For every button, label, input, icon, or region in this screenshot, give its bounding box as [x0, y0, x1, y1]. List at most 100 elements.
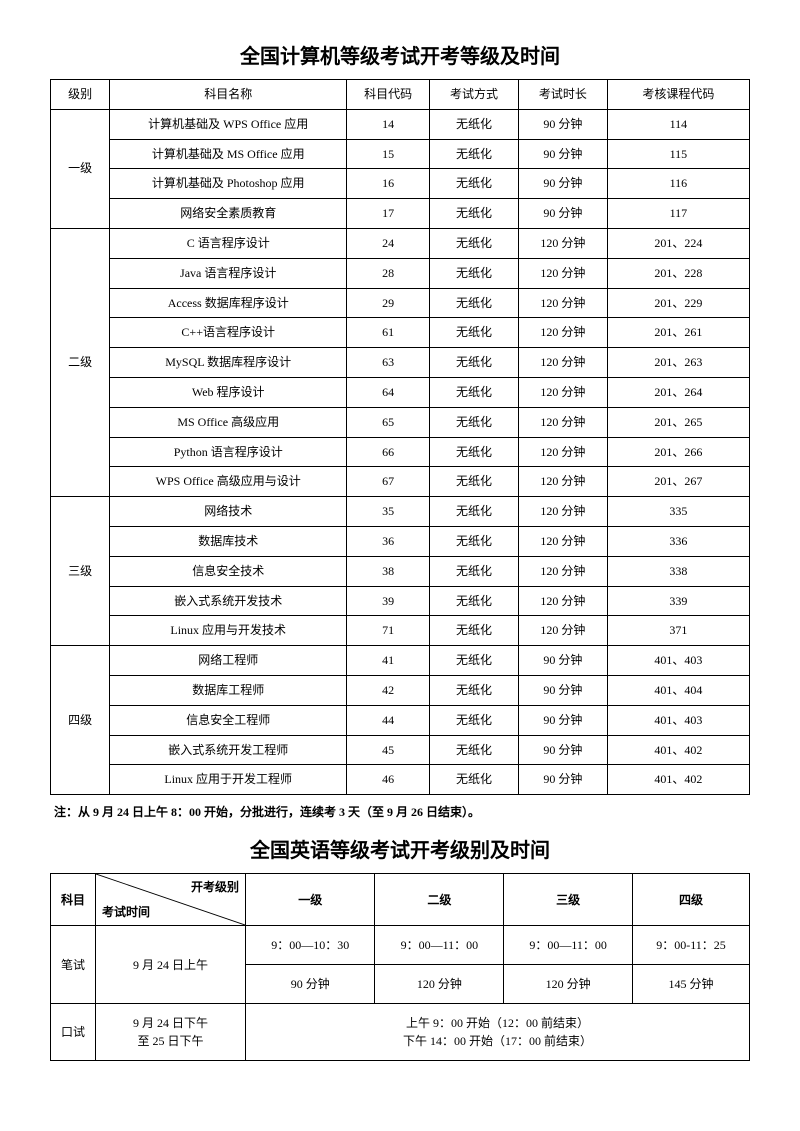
cell-mode: 无纸化	[430, 407, 519, 437]
cell-code: 39	[347, 586, 430, 616]
table-row: Linux 应用与开发技术71无纸化120 分钟371	[51, 616, 750, 646]
table-row: 数据库技术36无纸化120 分钟336	[51, 526, 750, 556]
eng-oral-schedule: 上午 9：00 开始（12：00 前结束） 下午 14：00 开始（17：00 …	[246, 1004, 750, 1061]
cell-course: 114	[607, 109, 749, 139]
cell-course: 401、403	[607, 646, 749, 676]
cell-course: 117	[607, 199, 749, 229]
header-mode: 考试方式	[430, 80, 519, 110]
level-cell: 四级	[51, 646, 110, 795]
cell-course: 201、228	[607, 258, 749, 288]
cell-mode: 无纸化	[430, 497, 519, 527]
table-row: 四级网络工程师41无纸化90 分钟401、403	[51, 646, 750, 676]
table-row: 三级网络技术35无纸化120 分钟335	[51, 497, 750, 527]
cell-course: 201、263	[607, 348, 749, 378]
eng-written-time-2: 9：00—11：00	[375, 926, 504, 965]
cell-name: Linux 应用与开发技术	[110, 616, 347, 646]
cell-course: 201、224	[607, 228, 749, 258]
header-course: 考核课程代码	[607, 80, 749, 110]
header-duration: 考试时长	[518, 80, 607, 110]
cell-name: 嵌入式系统开发技术	[110, 586, 347, 616]
cell-dur: 120 分钟	[518, 377, 607, 407]
footnote: 注：从 9 月 24 日上午 8：00 开始，分批进行，连续考 3 天（至 9 …	[54, 803, 750, 820]
cell-mode: 无纸化	[430, 646, 519, 676]
eng-written-time-4: 9：00-11：25	[633, 926, 750, 965]
eng-level-4: 四级	[633, 874, 750, 926]
cell-dur: 120 分钟	[518, 288, 607, 318]
cell-code: 64	[347, 377, 430, 407]
cell-name: Java 语言程序设计	[110, 258, 347, 288]
cell-name: Python 语言程序设计	[110, 437, 347, 467]
header-level: 级别	[51, 80, 110, 110]
cell-name: 网络工程师	[110, 646, 347, 676]
cell-code: 67	[347, 467, 430, 497]
cell-mode: 无纸化	[430, 526, 519, 556]
eng-written-time-3: 9：00—11：00	[504, 926, 633, 965]
cell-code: 41	[347, 646, 430, 676]
cell-dur: 120 分钟	[518, 348, 607, 378]
eng-written-dur-1: 90 分钟	[246, 965, 375, 1004]
cell-code: 71	[347, 616, 430, 646]
cell-course: 116	[607, 169, 749, 199]
eng-written-label: 笔试	[51, 926, 96, 1004]
cell-name: Access 数据库程序设计	[110, 288, 347, 318]
level-cell: 三级	[51, 497, 110, 646]
cell-course: 401、403	[607, 705, 749, 735]
table-row: Access 数据库程序设计29无纸化120 分钟201、229	[51, 288, 750, 318]
cell-name: C 语言程序设计	[110, 228, 347, 258]
cell-dur: 90 分钟	[518, 675, 607, 705]
cell-dur: 120 分钟	[518, 526, 607, 556]
cell-name: C++语言程序设计	[110, 318, 347, 348]
cell-code: 24	[347, 228, 430, 258]
cell-dur: 90 分钟	[518, 199, 607, 229]
cell-code: 44	[347, 705, 430, 735]
eng-written-dur-3: 120 分钟	[504, 965, 633, 1004]
cell-course: 339	[607, 586, 749, 616]
table-row: Linux 应用于开发工程师46无纸化90 分钟401、402	[51, 765, 750, 795]
eng-level-1: 一级	[246, 874, 375, 926]
cell-dur: 120 分钟	[518, 497, 607, 527]
cell-name: 网络安全素质教育	[110, 199, 347, 229]
level-cell: 一级	[51, 109, 110, 228]
cell-code: 46	[347, 765, 430, 795]
table-row: Python 语言程序设计66无纸化120 分钟201、266	[51, 437, 750, 467]
table-row: MySQL 数据库程序设计63无纸化120 分钟201、263	[51, 348, 750, 378]
cell-dur: 120 分钟	[518, 228, 607, 258]
table-row: 信息安全技术38无纸化120 分钟338	[51, 556, 750, 586]
cell-course: 371	[607, 616, 749, 646]
cell-course: 115	[607, 139, 749, 169]
cell-course: 201、261	[607, 318, 749, 348]
cell-name: 计算机基础及 MS Office 应用	[110, 139, 347, 169]
cell-course: 201、267	[607, 467, 749, 497]
eng-header-row: 科目 开考级别 考试时间 一级 二级 三级 四级	[51, 874, 750, 926]
cell-code: 29	[347, 288, 430, 318]
table-row: C++语言程序设计61无纸化120 分钟201、261	[51, 318, 750, 348]
cell-dur: 90 分钟	[518, 109, 607, 139]
cell-code: 61	[347, 318, 430, 348]
eng-written-dur-2: 120 分钟	[375, 965, 504, 1004]
eng-written-dur-4: 145 分钟	[633, 965, 750, 1004]
title-english-exam: 全国英语等级考试开考级别及时间	[50, 834, 750, 863]
cell-dur: 120 分钟	[518, 616, 607, 646]
cell-course: 201、264	[607, 377, 749, 407]
table-row: 计算机基础及 MS Office 应用15无纸化90 分钟115	[51, 139, 750, 169]
cell-name: Web 程序设计	[110, 377, 347, 407]
table-row: 数据库工程师42无纸化90 分钟401、404	[51, 675, 750, 705]
cell-name: Linux 应用于开发工程师	[110, 765, 347, 795]
cell-course: 336	[607, 526, 749, 556]
table-row: 计算机基础及 Photoshop 应用16无纸化90 分钟116	[51, 169, 750, 199]
cell-course: 201、265	[607, 407, 749, 437]
cell-mode: 无纸化	[430, 169, 519, 199]
cell-mode: 无纸化	[430, 586, 519, 616]
cell-dur: 90 分钟	[518, 169, 607, 199]
cell-mode: 无纸化	[430, 765, 519, 795]
table-header-row: 级别 科目名称 科目代码 考试方式 考试时长 考核课程代码	[51, 80, 750, 110]
table-row: 二级C 语言程序设计24无纸化120 分钟201、224	[51, 228, 750, 258]
cell-dur: 120 分钟	[518, 437, 607, 467]
cell-dur: 120 分钟	[518, 258, 607, 288]
eng-written-time-1: 9：00—10：30	[246, 926, 375, 965]
cell-code: 42	[347, 675, 430, 705]
table-row: Web 程序设计64无纸化120 分钟201、264	[51, 377, 750, 407]
cell-mode: 无纸化	[430, 258, 519, 288]
computer-exam-table: 级别 科目名称 科目代码 考试方式 考试时长 考核课程代码 一级计算机基础及 W…	[50, 79, 750, 795]
english-exam-table: 科目 开考级别 考试时间 一级 二级 三级 四级 笔试 9 月 24 日上午 9…	[50, 873, 750, 1061]
